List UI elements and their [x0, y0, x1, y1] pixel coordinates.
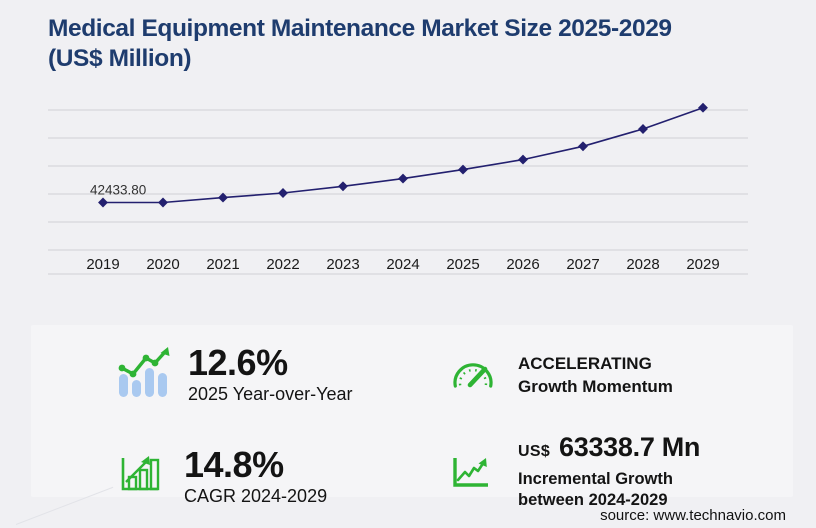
data-point-2021: [218, 192, 228, 203]
stat-cagr: 14.8% CAGR 2024-2029: [120, 446, 327, 507]
stat-yoy-growth: 12.6% 2025 Year-over-Year: [116, 344, 352, 405]
data-label: 42433.80: [90, 183, 146, 198]
momentum-line2: Growth Momentum: [518, 377, 673, 396]
market-size-line-chart: 42433.80: [48, 100, 748, 280]
speedometer-icon: [453, 363, 493, 388]
x-axis-label-2021: 2021: [206, 256, 240, 273]
momentum-line1: ACCELERATING: [518, 354, 652, 373]
data-point-2022: [278, 188, 288, 198]
page-title-line1: Medical Equipment Maintenance Market Siz…: [48, 15, 672, 42]
data-point-2019: [98, 197, 108, 208]
x-axis-label-2024: 2024: [386, 256, 420, 273]
x-axis-label-2027: 2027: [566, 256, 600, 273]
data-point-2020: [158, 197, 168, 208]
incremental-currency: US$: [518, 443, 551, 460]
x-axis-label-2020: 2020: [146, 256, 180, 273]
data-point-2027: [578, 141, 588, 152]
stat-momentum-text: ACCELERATING Growth Momentum: [518, 352, 673, 398]
incremental-label-line1: Incremental Growth: [518, 470, 673, 488]
stat-yoy-text: 12.6% 2025 Year-over-Year: [188, 344, 352, 405]
cagr-label: CAGR 2024-2029: [184, 486, 328, 506]
stat-incremental-text: US$ 63338.7 Mn Incremental Growth betwee…: [518, 432, 700, 511]
data-point-2026: [518, 154, 528, 165]
stat-growth-momentum: ACCELERATING Growth Momentum: [450, 352, 673, 398]
page-title: Medical Equipment Maintenance Market Siz…: [48, 14, 768, 74]
trend-arrow-icon: [453, 458, 488, 487]
stat-cagr-text: 14.8% CAGR 2024-2029: [184, 446, 327, 507]
x-axis-label-2023: 2023: [326, 256, 360, 273]
yoy-value: 12.6%: [188, 342, 288, 383]
page-title-line2: (US$ Million): [48, 45, 192, 72]
growth-trend-bars-icon: [118, 347, 170, 397]
x-axis-label-2025: 2025: [446, 256, 480, 273]
incremental-value-row: US$ 63338.7 Mn: [518, 432, 700, 463]
data-point-2023: [338, 181, 348, 192]
data-point-2024: [398, 173, 408, 184]
series-line: [103, 106, 704, 204]
data-point-2029: [698, 102, 708, 113]
x-axis-label-2022: 2022: [266, 256, 300, 273]
cagr-value: 14.8%: [184, 444, 284, 485]
bar-chart-growth-icon: [121, 456, 160, 491]
incremental-label-line2: between 2024-2029: [518, 491, 668, 509]
x-axis-label-2026: 2026: [506, 256, 540, 273]
x-axis-label-2028: 2028: [626, 256, 660, 273]
x-axis-label-2029: 2029: [686, 256, 720, 273]
chart-plot-area: 42433.80: [48, 102, 748, 275]
x-axis-label-2019: 2019: [86, 256, 120, 273]
source-attribution: source: www.technavio.com: [600, 507, 786, 524]
stat-incremental-growth: US$ 63338.7 Mn Incremental Growth betwee…: [452, 432, 700, 511]
data-point-2028: [638, 124, 648, 134]
yoy-label: 2025 Year-over-Year: [188, 384, 353, 404]
incremental-value: 63338.7 Mn: [559, 432, 701, 462]
